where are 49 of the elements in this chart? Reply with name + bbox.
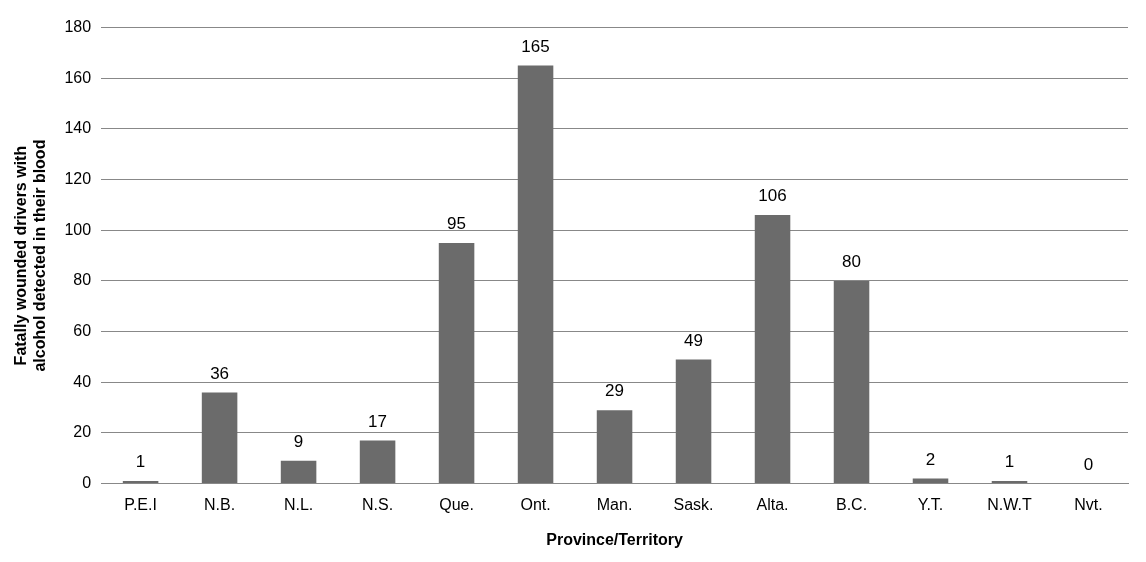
bar (833, 280, 870, 484)
x-tick-label: B.C. (835, 495, 868, 513)
y-axis-title: Fatally wounded drivers with alcohol detected in their blood (12, 139, 49, 372)
x-tick-label: N.L. (283, 495, 314, 513)
data-label: 80 (842, 252, 861, 272)
data-label: 1 (1004, 452, 1015, 472)
data-label: 29 (605, 381, 625, 401)
bar (280, 460, 317, 484)
data-label: 36 (210, 363, 230, 383)
y-tick-label: 100 (64, 220, 92, 238)
y-tick-label: 80 (73, 271, 92, 289)
x-tick-label: Ont. (520, 495, 551, 513)
x-tick-label: Sask. (673, 495, 714, 513)
y-tick-label: 40 (73, 372, 92, 390)
bar (122, 481, 159, 484)
bar (675, 359, 712, 484)
data-label: 95 (447, 214, 467, 234)
y-tick-label: 60 (73, 322, 92, 340)
data-label: 49 (684, 330, 703, 350)
y-tick-label: 140 (64, 119, 92, 137)
data-label: 0 (1083, 454, 1094, 474)
y-tick-label: 160 (64, 68, 92, 86)
x-tick-label: Man. (596, 495, 633, 513)
data-label: 165 (521, 36, 550, 56)
bar (596, 410, 633, 484)
bar (754, 215, 791, 484)
data-label: 106 (758, 186, 787, 206)
x-tick-label: N.S. (362, 495, 394, 513)
data-label: 9 (293, 431, 304, 451)
data-label: 2 (925, 449, 936, 469)
bar (517, 65, 554, 484)
y-tick-label: 20 (73, 423, 92, 441)
bar (438, 242, 475, 484)
x-tick-label: P.E.I (124, 495, 157, 513)
x-tick-label: Y.T. (917, 495, 944, 513)
y-tick-label: 180 (64, 18, 92, 36)
bar (201, 392, 238, 484)
data-label: 17 (368, 411, 388, 431)
x-tick-label: Alta. (756, 495, 789, 513)
data-label: 1 (135, 452, 146, 472)
y-tick-label: 120 (64, 170, 92, 188)
x-tick-label: N.W.T (987, 495, 1032, 513)
bar (991, 481, 1028, 484)
x-tick-label: Que. (439, 495, 474, 513)
x-tick-label: Nvt. (1074, 495, 1103, 513)
x-axis-title: Province/Territory (546, 530, 683, 548)
y-tick-label: 0 (82, 474, 92, 492)
bar (359, 440, 396, 484)
x-tick-label: N.B. (204, 495, 236, 513)
